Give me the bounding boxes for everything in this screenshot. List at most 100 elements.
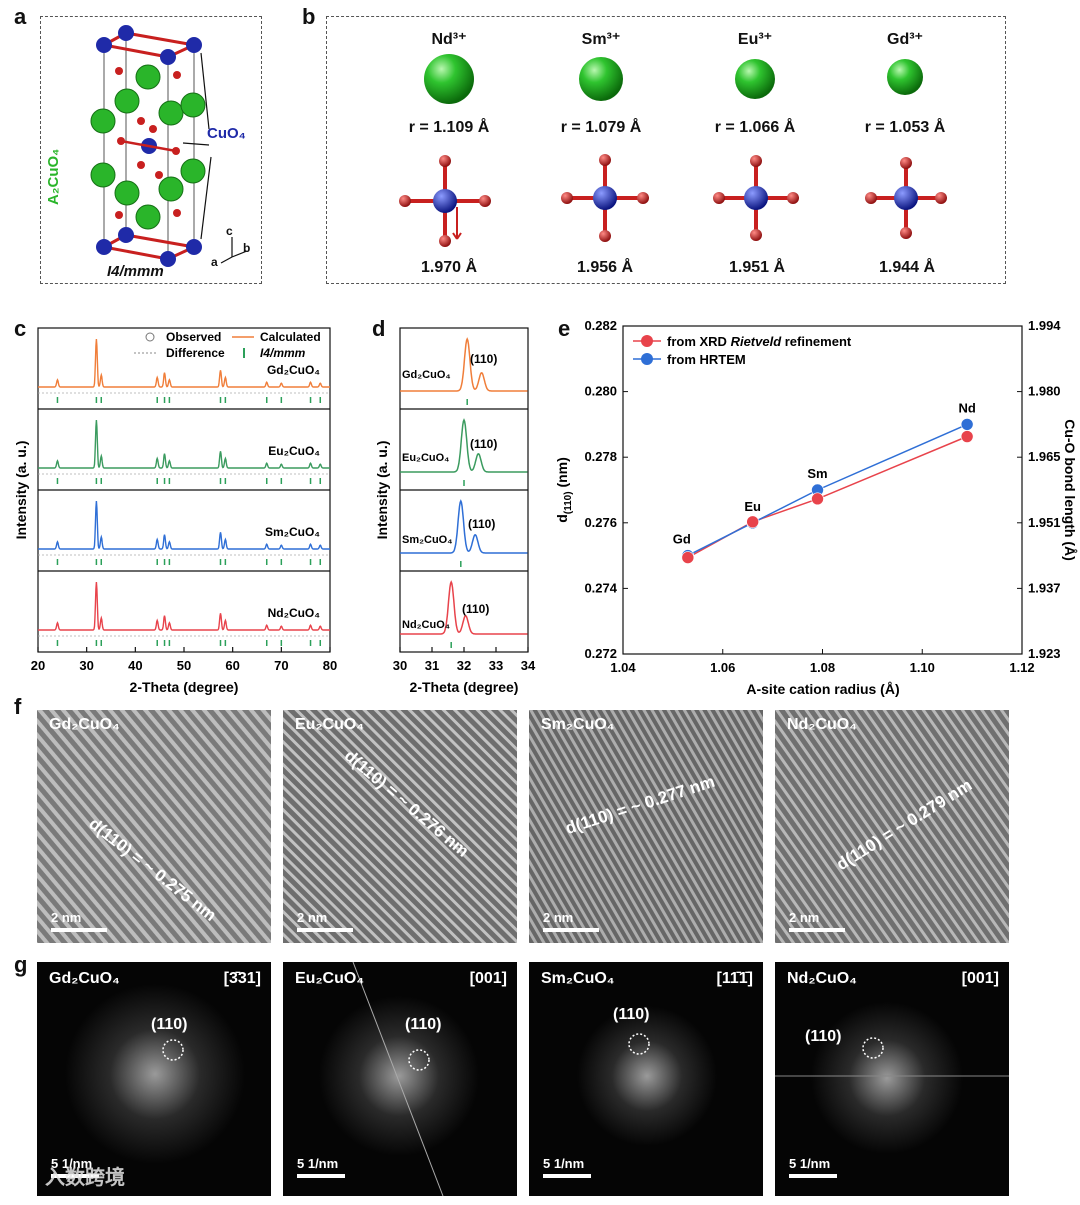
fft-nd: Nd₂CuO₄ [001] (110) 5 1/nm [775,962,1009,1196]
panel-label-a: a [14,4,27,29]
e-point-label: Nd [958,400,975,415]
radius-gd: r = 1.053 Å [864,119,946,136]
e-y2tick-label: 1.994 [1028,318,1061,333]
e-series-line [687,435,968,559]
watermark: 入数跨境 [45,1167,125,1189]
panel-b-frame: Nd³⁺ Sm³⁺ Eu³⁺ Gd³⁺ r = 1.109 Å [326,16,1006,284]
ion-sm: Sm³⁺ [581,31,621,48]
hrtem-eu: Eu₂CuO₄ d(110) = ~ 0.276 nm 2 nm [283,710,517,943]
fft-sm-zone: [11̄1̄] [716,970,753,987]
space-group-label: I4/mmm [107,263,164,280]
d-peak-curve [400,418,528,473]
d-peak-nd: (110) [462,602,489,616]
e-point [960,430,974,443]
legend-sg: I4/mmm [260,346,306,360]
d-sample-gd: Gd₂CuO₄ [402,369,451,381]
bond-sm: 1.956 Å [576,259,634,276]
fft-gd-scale: 5 1/nm [51,1156,93,1171]
fft-nd-scalebar [789,1174,837,1178]
panel-label-c: c [14,316,27,341]
panel-label-f: f [14,694,22,719]
d-xtick-label: 31 [425,658,439,673]
d-ylabel: Intensity (a. u.) [374,441,390,540]
ion-spheres [399,54,947,247]
ion-nd: Nd³⁺ [431,31,467,48]
bond-nd: 1.970 Å [420,259,478,276]
fft-nd-spot: (110) [805,1028,842,1045]
c-xtick-label: 70 [274,658,288,673]
d-peak-eu: (110) [470,437,497,451]
legend-calculated: Calculated [260,330,321,344]
hrtem-nd: Nd₂CuO₄ d(110) = ~ 0.279 nm 2 nm [775,710,1009,943]
fft-nd-label: Nd₂CuO₄ [787,970,857,987]
panel-label-e: e [558,316,571,341]
legend-difference: Difference [166,346,225,360]
d-xtick-label: 30 [393,658,407,673]
panel-label-b: b [302,4,316,29]
e-series-line [687,423,968,557]
d-peak-sm: (110) [468,517,495,531]
e-xtick-label: 1.06 [710,660,735,675]
e-ytick-label: 0.274 [584,580,617,595]
d-peak-gd: (110) [470,352,497,366]
hrtem-gd-scale: 2 nm [51,910,82,925]
hrtem-eu-scalebar [297,928,353,932]
c-calc-curve [38,581,330,631]
fft-gd-label: Gd₂CuO₄ [49,970,120,987]
panel-label-d: d [372,316,386,341]
d-sample-nd: Nd₂CuO₄ [402,619,450,631]
c-sample-sm: Sm₂CuO₄ [265,525,320,539]
c-ylabel: Intensity (a. u.) [13,441,29,540]
legend-xrd: from XRD Rietveld refinement [667,334,852,349]
d-peak-curve [400,580,528,635]
hrtem-gd: Gd₂CuO₄ d(110) = ~ 0.275 nm 2 nm [37,710,271,943]
e-ytick-label: 0.278 [584,449,617,464]
hrtem-eu-label: Eu₂CuO₄ [295,716,364,733]
e-xtick-label: 1.08 [810,660,835,675]
hrtem-nd-label: Nd₂CuO₄ [787,716,857,733]
e-y2tick-label: 1.965 [1028,449,1061,464]
e-y2tick-label: 1.923 [1028,646,1061,661]
panel-a-frame: A₂CuO₄ CuO₄ I4/mmm c b a [40,16,262,284]
e-point [811,492,824,506]
e-xlabel: A-site cation radius (Å) [746,681,899,697]
e-point-label: Sm [807,466,827,481]
ion-eu: Eu³⁺ [737,31,773,48]
fft-nd-zone: [001] [961,970,999,987]
d-xlabel: 2-Theta (degree) [410,679,519,695]
e-point [746,515,759,529]
hrtem-sm-scalebar [543,928,599,932]
hrtem-sm-label: Sm₂CuO₄ [541,716,615,733]
radius-nd: r = 1.109 Å [408,119,490,136]
fft-eu: Eu₂CuO₄ [001] (110) 5 1/nm [283,962,517,1196]
fft-nd-scale: 5 1/nm [789,1156,831,1171]
fft-eu-scale: 5 1/nm [297,1156,339,1171]
e-ytick-label: 0.272 [584,646,617,661]
axis-b: b [243,241,251,255]
panel-d-xrd-zoom: (110) (110) (110) (110) Gd₂CuO₄ Eu₂CuO₄ … [374,327,536,695]
radius-eu: r = 1.066 Å [714,119,796,136]
e-point [681,551,695,564]
c-sample-gd: Gd₂CuO₄ [267,363,320,377]
d-sample-sm: Sm₂CuO₄ [402,534,452,546]
c-sample-nd: Nd₂CuO₄ [268,606,321,620]
hrtem-sm: Sm₂CuO₄ d(110) = ~ 0.277 nm 2 nm [529,710,763,943]
e-y2tick-label: 1.937 [1028,580,1061,595]
fft-eu-zone: [001] [469,970,507,987]
panel-c-xrd: Observed Calculated Difference I4/mmm Gd… [13,327,337,695]
d-sample-eu: Eu₂CuO₄ [402,452,449,464]
cuo4-label: CuO₄ [207,125,246,142]
bond-eu: 1.951 Å [728,259,786,276]
fft-eu-spot: (110) [405,1016,442,1033]
c-calc-curve [38,500,330,550]
fft-sm: Sm₂CuO₄ [11̄1̄] (110) 5 1/nm [529,962,763,1196]
panel-e-chart: 1.04 1.06 1.08 1.10 1.12 0.272 0.274 0.276 0.278… [554,318,1078,697]
hrtem-gd-scalebar [51,928,107,932]
ion-gd: Gd³⁺ [887,31,923,48]
c-calc-curve [38,419,330,469]
e-y2tick-label: 1.980 [1028,384,1061,399]
d-xtick-label: 34 [521,658,536,673]
fft-eu-scalebar [297,1174,345,1178]
crystal-structure [90,25,248,267]
axis-c: c [226,224,233,238]
